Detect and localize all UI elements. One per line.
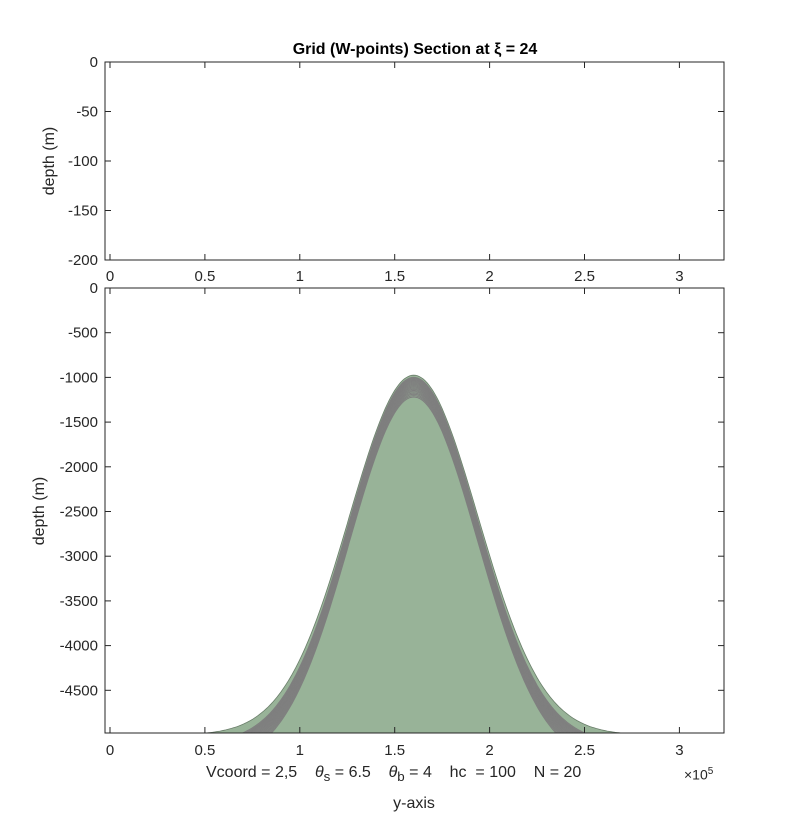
x-tick-label: 3 <box>675 742 683 759</box>
grid-parameters-annotation: Vcoord = 2,5 θs = 6.5 θb = 4 hc = 100 N … <box>206 764 581 784</box>
w-level-line <box>260 387 567 733</box>
bottom-panel: 0 0.5 1 1.5 2 2.5 3 0 -500 -1000 -1500 -2000 -2500 -… <box>31 280 725 812</box>
y-tick-label: -1000 <box>60 369 98 386</box>
x-tick-label: 0 <box>106 742 114 759</box>
w-level-line <box>270 396 557 733</box>
y-tick-label: 0 <box>90 54 98 71</box>
w-level-line <box>249 380 579 733</box>
y-tick-label: -3500 <box>60 593 98 610</box>
w-level-line <box>252 382 575 733</box>
w-level-line <box>266 392 561 733</box>
x-tick-label: 2.5 <box>574 268 595 285</box>
y-tick-label: -50 <box>76 104 98 121</box>
w-level-line <box>259 386 569 733</box>
top-y-ticks: 0 -50 -100 -150 -200 <box>68 54 724 269</box>
y-tick-label: -2500 <box>60 504 98 521</box>
bottom-axes-box <box>104 287 725 734</box>
w-level-line <box>245 378 582 733</box>
w-level-line <box>241 376 587 733</box>
bottom-contour-lines <box>105 288 724 733</box>
x-tick-label: 0.5 <box>194 742 215 759</box>
w-level-line <box>262 388 566 733</box>
figure-title: Grid (W-points) Section at ξ = 24 <box>293 41 538 58</box>
w-level-line <box>269 395 558 733</box>
x-tick-label: 2 <box>485 742 493 759</box>
bathymetry-fill <box>201 374 627 733</box>
bottom-x-ticks: 0 0.5 1 1.5 2 2.5 3 <box>106 288 684 759</box>
w-level-line <box>255 384 572 733</box>
x-axis-label: y-axis <box>393 795 435 812</box>
top-axes-box <box>104 61 725 261</box>
x-tick-label: 1 <box>296 268 304 285</box>
y-tick-label: -100 <box>68 153 98 170</box>
y-tick-label: -4500 <box>60 682 98 699</box>
n-label: N = 20 <box>533 764 582 781</box>
x-tick-label: 2 <box>485 268 493 285</box>
hc-label: hc = 100 <box>449 764 516 781</box>
w-level-line <box>254 383 573 733</box>
y-tick-label: -200 <box>68 252 98 269</box>
seamount-bathymetry <box>201 374 627 733</box>
vcoord-label: Vcoord = 2,5 <box>206 764 298 781</box>
x-tick-label: 1.5 <box>384 268 405 285</box>
w-level-line <box>247 379 580 733</box>
x-tick-label: 0.5 <box>194 268 215 285</box>
y-tick-label: 0 <box>90 280 98 297</box>
x-tick-label: 3 <box>675 268 683 285</box>
top-y-axis-label: depth (m) <box>41 127 58 195</box>
w-level-line <box>265 391 563 733</box>
theta-s-label: θs = 6.5 <box>314 764 371 785</box>
top-x-ticks: 0 0.5 1 1.5 2 2.5 3 <box>106 62 684 285</box>
top-panel: 0 0.5 1 1.5 2 2.5 3 0 -50 -100 -150 -200 depth (m) <box>41 54 725 285</box>
y-tick-label: -2000 <box>60 459 98 476</box>
bottom-y-ticks: 0 -500 -1000 -1500 -2000 -2500 -3000 -3500 -4000… <box>60 280 724 699</box>
theta-b-label: θb = 4 <box>388 764 432 785</box>
y-tick-label: -4000 <box>60 638 98 655</box>
w-level-line <box>243 377 584 733</box>
w-level-line <box>257 385 570 733</box>
w-level-line <box>263 389 564 733</box>
y-tick-label: -150 <box>68 203 98 220</box>
y-tick-label: -3000 <box>60 548 98 565</box>
x-tick-label: 1.5 <box>384 742 405 759</box>
x-exponent-label: ×105 <box>684 766 714 783</box>
x-tick-label: 2.5 <box>574 742 595 759</box>
x-tick-label: 1 <box>296 742 304 759</box>
x-tick-label: 0 <box>106 268 114 285</box>
y-tick-label: -1500 <box>60 414 98 431</box>
w-level-line <box>250 381 577 733</box>
bottom-y-axis-label: depth (m) <box>31 477 48 545</box>
y-tick-label: -500 <box>68 325 98 342</box>
w-level-line <box>267 393 560 733</box>
